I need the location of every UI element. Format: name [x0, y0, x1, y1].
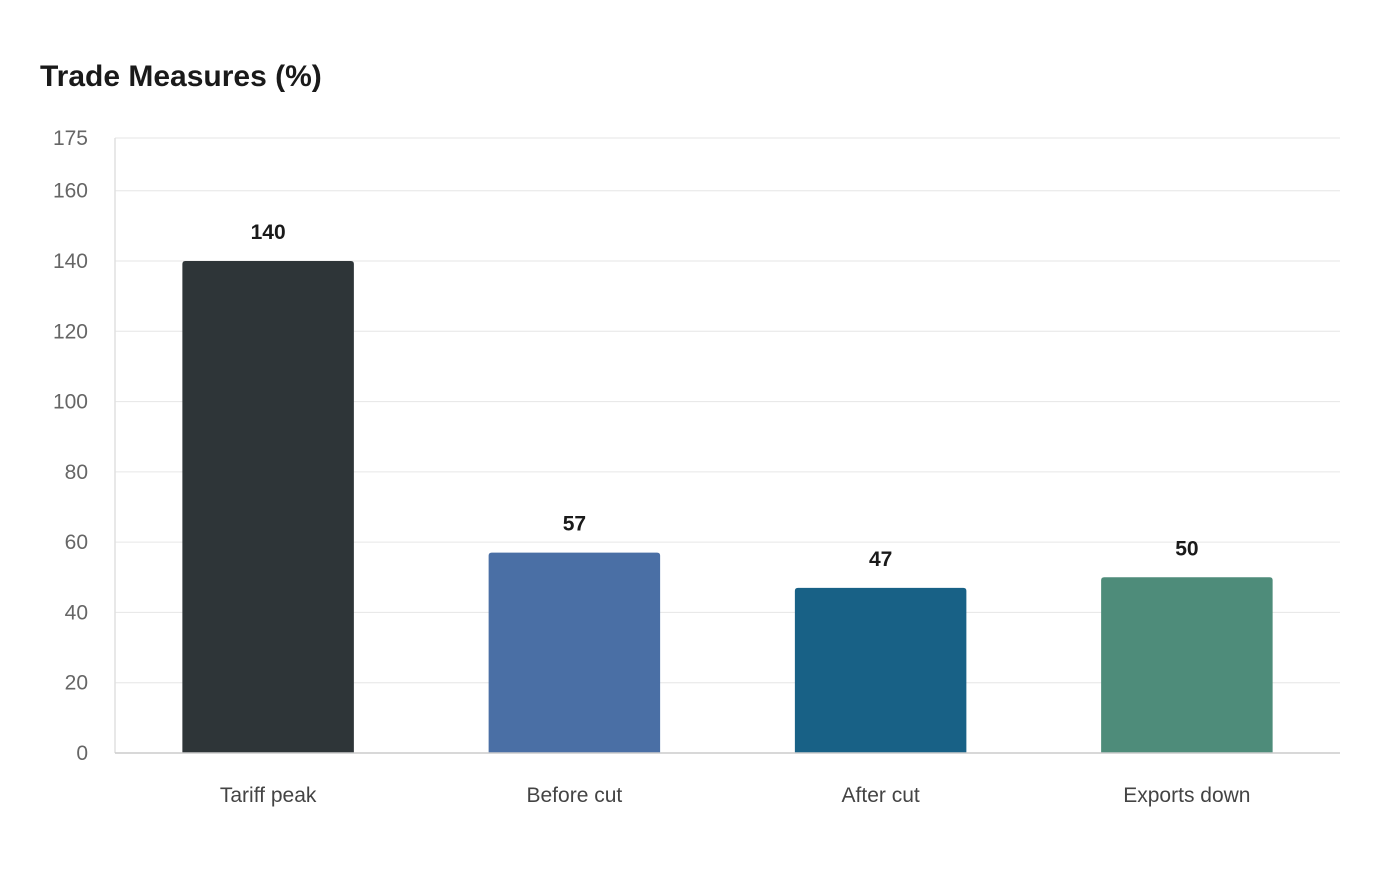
bar-value-label: 47	[869, 548, 892, 571]
x-tick-label: After cut	[842, 784, 920, 807]
bar-value-label: 57	[563, 513, 586, 536]
x-tick-label: Before cut	[527, 784, 623, 807]
bar-value-label: 140	[251, 221, 286, 244]
labels: 0 20 40 60 80 100 120 140 160 175 140 Tariff peak 57…	[53, 127, 1251, 807]
x-tick-label: Exports down	[1123, 784, 1250, 807]
x-tick-label: Tariff peak	[220, 784, 317, 807]
bar	[794, 587, 967, 753]
axes	[114, 138, 1340, 754]
bar	[1101, 577, 1273, 753]
y-tick-label: 20	[65, 672, 88, 695]
y-tick-label: 0	[76, 742, 88, 765]
bar	[488, 552, 661, 753]
y-tick-label: 80	[65, 461, 88, 484]
bar	[182, 261, 354, 753]
bars	[182, 261, 1273, 753]
bar-value-label: 50	[1175, 537, 1198, 560]
y-tick-label: 40	[65, 601, 88, 624]
y-tick-label: 100	[53, 391, 88, 414]
y-tick-label: 120	[53, 320, 88, 343]
y-tick-label: 175	[53, 127, 88, 150]
y-tick-label: 140	[53, 250, 88, 273]
y-tick-label: 160	[53, 180, 88, 203]
chart-title: Trade Measures (%)	[40, 60, 322, 93]
y-tick-label: 60	[65, 531, 88, 554]
